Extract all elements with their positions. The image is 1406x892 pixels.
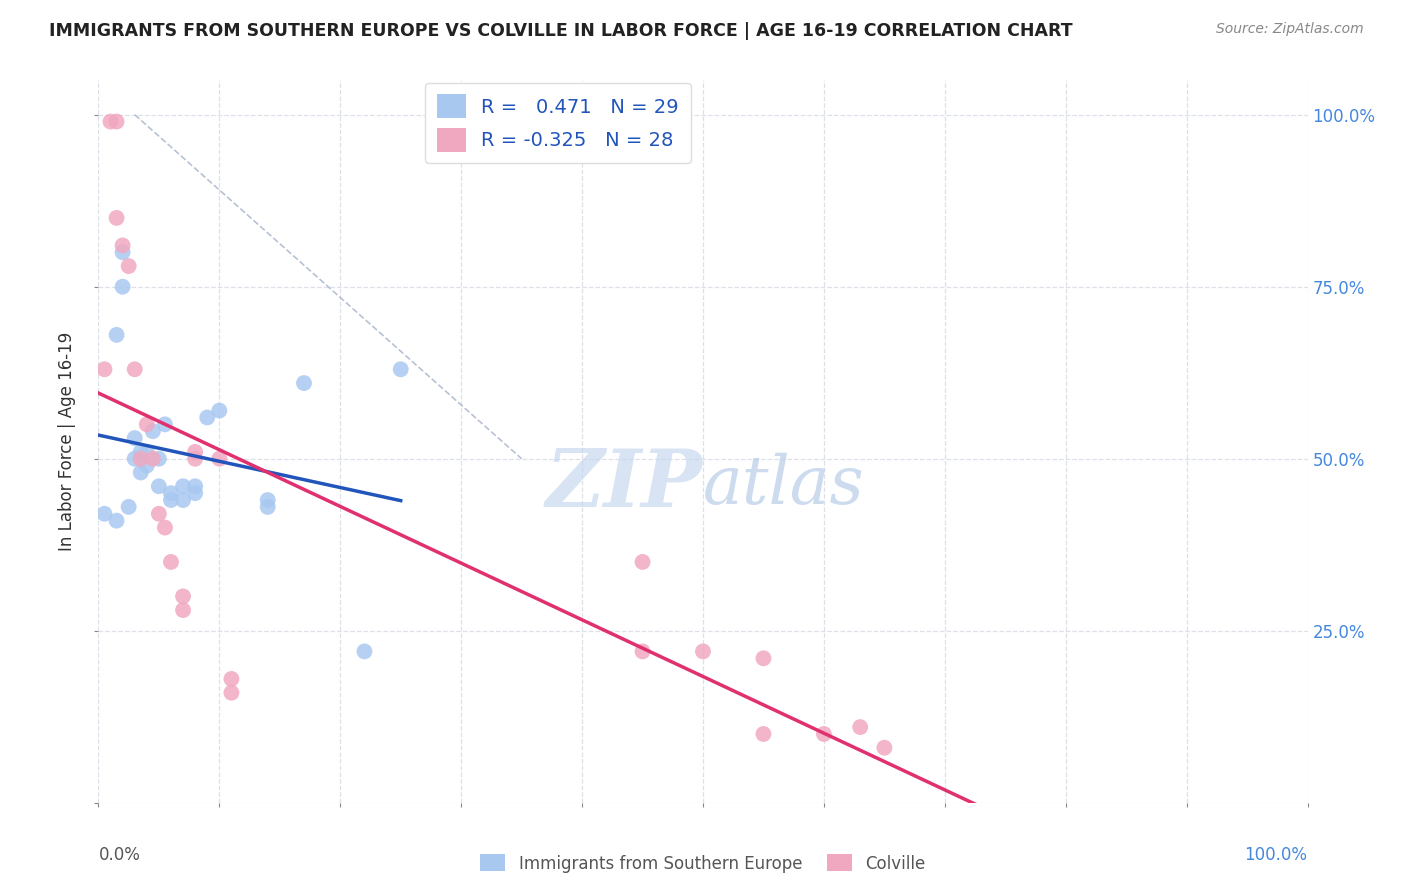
Point xyxy=(184,479,207,493)
Point xyxy=(752,651,775,665)
Point xyxy=(93,362,115,376)
Point xyxy=(631,644,654,658)
Point xyxy=(111,245,134,260)
Point xyxy=(172,590,194,604)
Point xyxy=(692,644,714,658)
Point xyxy=(148,507,170,521)
Text: IMMIGRANTS FROM SOUTHERN EUROPE VS COLVILLE IN LABOR FORCE | AGE 16-19 CORRELATI: IMMIGRANTS FROM SOUTHERN EUROPE VS COLVI… xyxy=(49,22,1073,40)
Point xyxy=(172,603,194,617)
Point xyxy=(873,740,896,755)
Point xyxy=(160,486,183,500)
Point xyxy=(148,451,170,466)
Point xyxy=(160,555,183,569)
Point xyxy=(111,238,134,252)
Point xyxy=(208,451,231,466)
Legend: Immigrants from Southern Europe, Colville: Immigrants from Southern Europe, Colvill… xyxy=(474,847,932,880)
Point xyxy=(111,279,134,293)
Point xyxy=(135,458,157,473)
Point xyxy=(142,451,165,466)
Point xyxy=(184,486,207,500)
Point xyxy=(256,493,278,508)
Point xyxy=(135,445,157,459)
Point xyxy=(124,362,146,376)
Text: 100.0%: 100.0% xyxy=(1244,847,1308,864)
Point xyxy=(105,514,128,528)
Point xyxy=(184,451,207,466)
Point xyxy=(195,410,218,425)
Point xyxy=(256,500,278,514)
Point xyxy=(93,507,115,521)
Point xyxy=(142,424,165,438)
Point xyxy=(184,445,207,459)
Point xyxy=(118,259,141,273)
Point xyxy=(148,479,170,493)
Text: 0.0%: 0.0% xyxy=(98,847,141,864)
Point xyxy=(105,211,128,225)
Point xyxy=(172,479,194,493)
Point xyxy=(292,376,315,390)
Point xyxy=(389,362,412,376)
Point xyxy=(172,493,194,508)
Point xyxy=(129,451,152,466)
Text: atlas: atlas xyxy=(703,452,865,517)
Point xyxy=(118,500,141,514)
Point xyxy=(353,644,375,658)
Point xyxy=(124,451,146,466)
Point xyxy=(631,555,654,569)
Point xyxy=(153,520,176,534)
Y-axis label: In Labor Force | Age 16-19: In Labor Force | Age 16-19 xyxy=(58,332,76,551)
Point xyxy=(100,114,122,128)
Point xyxy=(153,417,176,432)
Point xyxy=(135,417,157,432)
Legend: R =   0.471   N = 29, R = -0.325   N = 28: R = 0.471 N = 29, R = -0.325 N = 28 xyxy=(425,83,690,163)
Point xyxy=(105,114,128,128)
Point xyxy=(208,403,231,417)
Text: Source: ZipAtlas.com: Source: ZipAtlas.com xyxy=(1216,22,1364,37)
Point xyxy=(813,727,835,741)
Point xyxy=(221,672,243,686)
Point xyxy=(124,431,146,445)
Text: ZIP: ZIP xyxy=(546,446,703,524)
Point xyxy=(849,720,872,734)
Point xyxy=(221,686,243,700)
Point xyxy=(129,466,152,480)
Point xyxy=(160,493,183,508)
Point xyxy=(752,727,775,741)
Point xyxy=(129,445,152,459)
Point xyxy=(105,327,128,342)
